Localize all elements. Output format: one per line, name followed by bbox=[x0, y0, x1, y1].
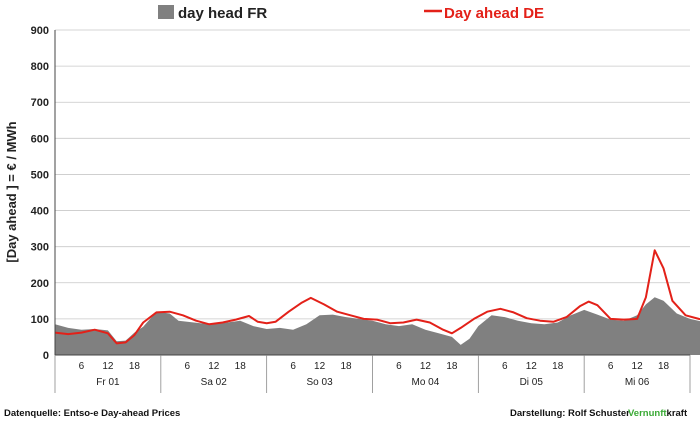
hour-tick-label-4-6: 6 bbox=[502, 361, 508, 372]
day-label-0: Fr 01 bbox=[96, 377, 120, 388]
y-tick-label-200: 200 bbox=[31, 278, 49, 290]
hour-tick-label-3-12: 12 bbox=[420, 361, 432, 372]
hour-tick-label-3-6: 6 bbox=[396, 361, 402, 372]
hour-tick-label-4-12: 12 bbox=[526, 361, 538, 372]
day-label-4: Di 05 bbox=[520, 377, 544, 388]
hour-tick-label-5-6: 6 bbox=[608, 361, 614, 372]
footer: Datenquelle: Entso-e Day-ahead Prices Da… bbox=[4, 408, 688, 419]
hour-tick-label-0-18: 18 bbox=[129, 361, 141, 372]
y-tick-label-300: 300 bbox=[31, 242, 49, 254]
footer-brand-black: kraft bbox=[667, 408, 688, 419]
footer-brand: Vernunftkraft bbox=[628, 408, 688, 419]
x-axis-ticks: 6 12 18 Fr 01 6 12 18 Sa 02 6 12 18 So 03 6 12 18 Mo 04… bbox=[54, 355, 691, 393]
hour-tick-label-4-18: 18 bbox=[552, 361, 564, 372]
footer-author: Darstellung: Rolf Schuster bbox=[510, 408, 630, 419]
legend-swatch-fr bbox=[158, 5, 174, 19]
day-label-1: Sa 02 bbox=[201, 377, 228, 388]
hour-tick-label-1-12: 12 bbox=[208, 361, 220, 372]
y-tick-label-400: 400 bbox=[31, 206, 49, 218]
day-label-3: Mo 04 bbox=[412, 377, 440, 388]
legend: day head FR Day ahead DE bbox=[158, 5, 544, 22]
hour-tick-label-1-18: 18 bbox=[235, 361, 247, 372]
area-series-fr bbox=[55, 297, 700, 355]
hour-tick-label-5-12: 12 bbox=[632, 361, 644, 372]
series-layer bbox=[54, 249, 700, 355]
y-tick-label-600: 600 bbox=[31, 133, 49, 145]
day-label-5: Mi 06 bbox=[625, 377, 650, 388]
axes bbox=[54, 30, 690, 356]
hour-tick-label-2-6: 6 bbox=[290, 361, 296, 372]
hour-tick-label-3-18: 18 bbox=[446, 361, 458, 372]
hour-tick-label-5-18: 18 bbox=[658, 361, 670, 372]
y-tick-label-900: 900 bbox=[31, 25, 49, 37]
y-axis-ticks: 0 100 200 300 400 500 600 700 800 900 bbox=[31, 25, 49, 362]
legend-label-fr: day head FR bbox=[178, 5, 267, 22]
y-tick-label-0: 0 bbox=[43, 350, 49, 362]
footer-source: Datenquelle: Entso-e Day-ahead Prices bbox=[4, 408, 180, 419]
line-series-de bbox=[54, 249, 700, 345]
day-label-2: So 03 bbox=[307, 377, 334, 388]
gridlines bbox=[55, 29, 690, 320]
y-axis-label: [Day ahead ] = € / MWh bbox=[4, 121, 19, 262]
hour-tick-label-0-12: 12 bbox=[102, 361, 114, 372]
hour-tick-label-2-18: 18 bbox=[340, 361, 352, 372]
footer-brand-green: Vernunft bbox=[628, 408, 667, 419]
legend-label-de: Day ahead DE bbox=[444, 5, 544, 22]
hour-tick-label-2-12: 12 bbox=[314, 361, 326, 372]
y-tick-label-800: 800 bbox=[31, 61, 49, 73]
y-tick-label-500: 500 bbox=[31, 169, 49, 181]
hour-tick-label-0-6: 6 bbox=[79, 361, 85, 372]
y-tick-label-700: 700 bbox=[31, 97, 49, 109]
y-tick-label-100: 100 bbox=[31, 314, 49, 326]
hour-tick-label-1-6: 6 bbox=[185, 361, 191, 372]
